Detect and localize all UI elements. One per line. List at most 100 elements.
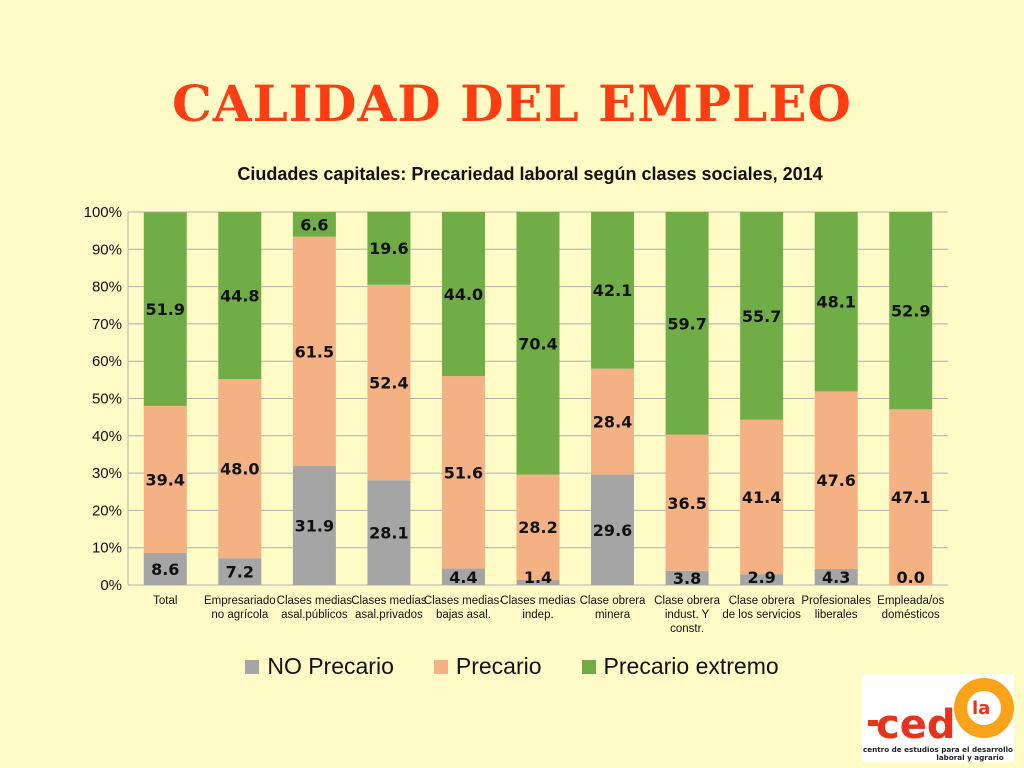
data-label: 4.3 — [822, 568, 850, 587]
legend-label-precario: Precario — [455, 653, 542, 679]
data-label: 51.9 — [146, 300, 185, 319]
ced-la-logo: ced la centro de estudios para el desarr… — [862, 674, 1014, 762]
data-label: 44.8 — [220, 287, 259, 306]
bar-segment — [814, 391, 858, 569]
bar-segment — [441, 376, 485, 569]
bar-segment — [143, 212, 187, 406]
bar-segment — [591, 211, 635, 369]
bar-segment — [218, 379, 262, 559]
x-category-line: liberales — [815, 609, 858, 621]
data-label: 2.9 — [747, 568, 775, 587]
x-category-line: de los servicios — [722, 609, 801, 621]
logo-tagline-1: centro de estudios para el desarrollo — [863, 745, 1013, 754]
bar-segment — [292, 236, 336, 467]
x-category-line: Clase obrera — [580, 595, 646, 607]
x-category-line: Total — [153, 595, 177, 607]
x-category-label: Clase obrera indust. Y constr. — [654, 595, 720, 635]
data-label: 42.1 — [593, 281, 632, 300]
legend-item-no-precario: NO Precario — [245, 653, 394, 680]
ced-la-logo-graphic: ced la centro de estudios para el desarr… — [862, 674, 1014, 762]
data-label: 28.2 — [518, 518, 557, 537]
x-category-line: indust. Y — [665, 609, 710, 621]
x-category-line: asal.privados — [355, 609, 423, 621]
x-category-line: Clases medias — [351, 595, 427, 607]
bar-segment — [367, 211, 411, 285]
bar-segment — [814, 212, 858, 392]
bar-segment — [292, 466, 336, 585]
data-label: 48.1 — [816, 293, 855, 312]
bar-segment — [218, 558, 262, 585]
y-tick-label: 30% — [92, 465, 122, 482]
x-category-label: Empleada/os domésticos — [877, 595, 944, 621]
x-category-line: domésticos — [882, 609, 940, 621]
data-label: 1.4 — [524, 568, 552, 587]
x-category-label: Clase obrera minera — [580, 595, 646, 621]
bars — [143, 211, 933, 585]
data-label: 8.6 — [151, 560, 179, 579]
bar-segment — [591, 368, 635, 475]
y-tick-label: 40% — [92, 428, 122, 445]
bar-segment — [218, 212, 262, 380]
data-label: 52.4 — [369, 373, 408, 392]
y-tick-label: 50% — [92, 391, 122, 408]
x-axis-categories: Total Empresariado no agrícola Clases media… — [153, 595, 944, 635]
y-tick-label: 90% — [92, 241, 122, 258]
data-label: 31.9 — [295, 517, 334, 536]
x-category-label: Total — [153, 595, 177, 607]
bar-segment — [740, 574, 784, 585]
data-label: 61.5 — [295, 342, 334, 361]
data-label: 29.6 — [593, 521, 632, 540]
y-tick-label: 20% — [92, 502, 122, 519]
bar-segment — [740, 419, 784, 575]
x-category-line: Empleada/os — [877, 595, 944, 607]
data-label: 36.5 — [667, 494, 706, 513]
bar-segment — [367, 284, 411, 481]
logo-superscript: la — [972, 698, 990, 719]
x-category-line: minera — [595, 609, 631, 621]
bar-segment — [441, 212, 485, 377]
x-category-line: Clases medias- — [424, 595, 503, 607]
data-label: 0.0 — [897, 568, 925, 587]
legend-swatch-precario — [433, 659, 448, 674]
bar-segment — [143, 552, 187, 585]
stacked-bar-chart: 0% 10% 20% 30% 40% 50% 60% 70% 80% 90% 100% 8.6 39.… — [84, 204, 948, 635]
bar-segment — [516, 474, 560, 580]
x-category-label: Profesionales liberales — [801, 595, 871, 621]
data-label: 6.6 — [300, 215, 328, 234]
legend-swatch-precario-extremo — [581, 659, 596, 674]
x-category-line: Profesionales — [801, 595, 871, 607]
y-tick-label: 60% — [92, 353, 122, 370]
logo-tagline-2: laboral y agrario — [936, 753, 1003, 762]
x-category-line: indep. — [522, 609, 553, 621]
bar-segment — [441, 568, 485, 585]
bar-segment — [814, 568, 858, 585]
bar-segment — [665, 212, 709, 435]
data-label: 28.1 — [369, 524, 408, 543]
bar-segment — [740, 212, 784, 420]
data-label: 44.0 — [444, 285, 483, 304]
data-labels: 8.6 39.4 51.9 7.2 48.0 44.8 31.9 61.5 6.6 28.1 52.… — [146, 215, 931, 588]
data-label: 4.4 — [449, 568, 477, 587]
bar-segment — [889, 409, 933, 585]
data-label: 59.7 — [667, 314, 706, 333]
x-category-line: Clase obrera — [654, 595, 720, 607]
y-tick-label: 70% — [92, 316, 122, 333]
data-label: 19.6 — [369, 239, 408, 258]
slide-title: CALIDAD DEL EMPLEO — [172, 74, 852, 133]
data-label: 47.1 — [891, 488, 930, 507]
data-label: 55.7 — [742, 307, 781, 326]
data-label: 39.4 — [146, 470, 185, 489]
data-label: 48.0 — [220, 460, 259, 479]
y-tick-label: 80% — [92, 279, 122, 296]
bar-segment — [516, 212, 560, 475]
x-category-label: Clase obrera de los servicios — [722, 595, 801, 621]
data-label: 7.2 — [226, 563, 254, 582]
data-label: 52.9 — [891, 302, 930, 321]
data-label: 51.6 — [444, 463, 483, 482]
data-label: 41.4 — [742, 488, 781, 507]
bar-segment — [889, 212, 933, 410]
x-category-line: Empresariado — [204, 595, 276, 607]
bar-segment — [367, 480, 411, 585]
x-category-label: Clases medias asal.públicos — [277, 595, 353, 621]
x-category-line: constr. — [670, 623, 704, 635]
